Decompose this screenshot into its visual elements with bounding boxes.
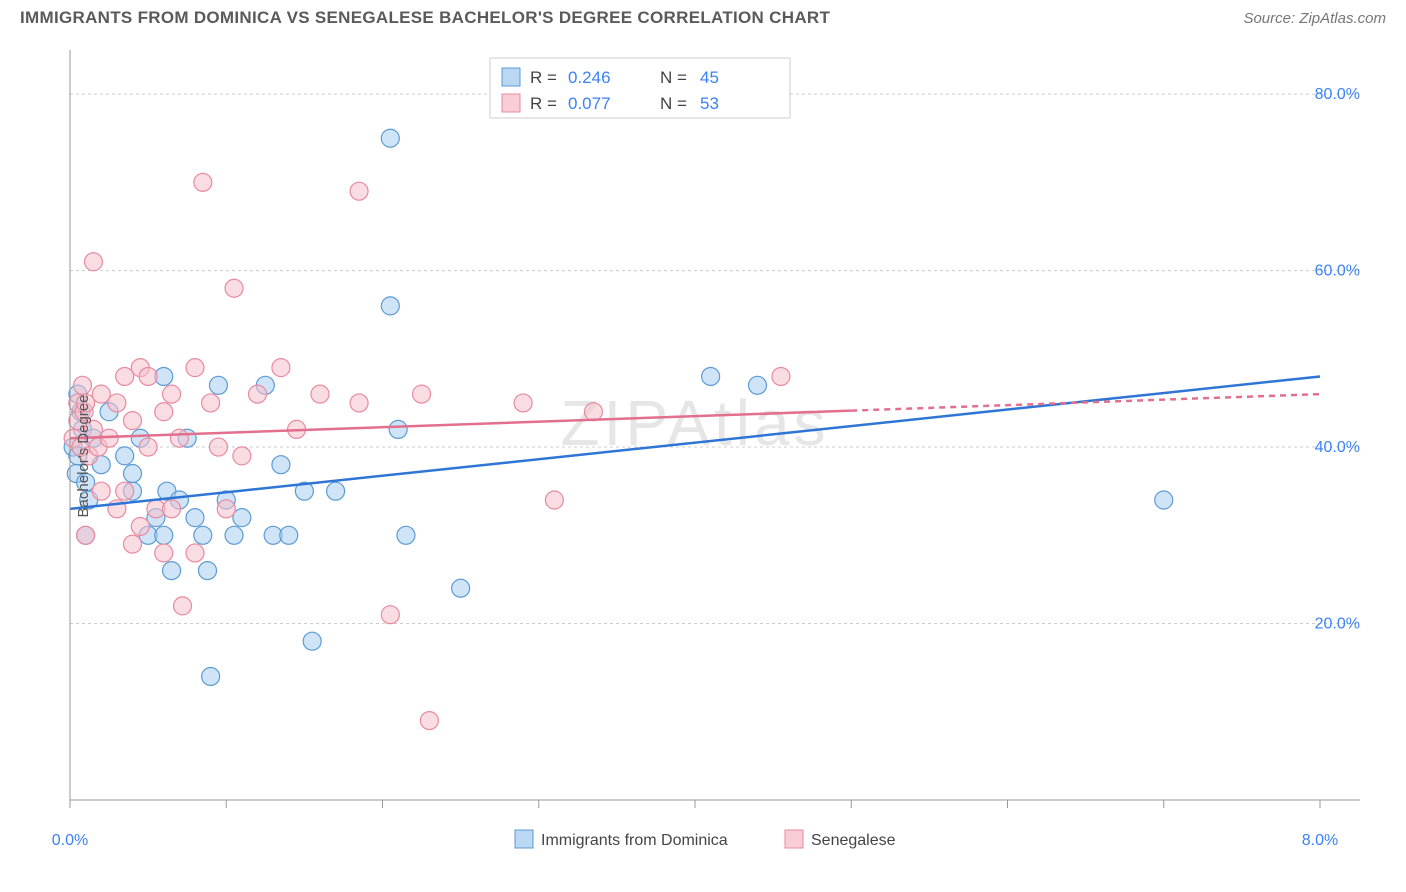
data-point [225, 279, 243, 297]
svg-text:53: 53 [700, 94, 719, 113]
svg-text:0.246: 0.246 [568, 68, 611, 87]
data-point [74, 376, 92, 394]
data-point [233, 447, 251, 465]
data-point [420, 712, 438, 730]
y-axis-label: Bachelor's Degree [75, 395, 92, 518]
data-point [584, 403, 602, 421]
data-point [545, 491, 563, 509]
data-point [413, 385, 431, 403]
svg-text:45: 45 [700, 68, 719, 87]
data-point [131, 517, 149, 535]
data-point [272, 456, 290, 474]
x-tick-label: 0.0% [52, 832, 88, 849]
data-point [749, 376, 767, 394]
data-point [155, 526, 173, 544]
data-point [155, 403, 173, 421]
data-point [163, 562, 181, 580]
svg-text:N =: N = [660, 94, 687, 113]
source-label: Source: ZipAtlas.com [1243, 10, 1386, 27]
data-point [209, 376, 227, 394]
data-point [186, 509, 204, 527]
data-point [116, 447, 134, 465]
data-point [327, 482, 345, 500]
data-point [772, 367, 790, 385]
chart-title: IMMIGRANTS FROM DOMINICA VS SENEGALESE B… [20, 8, 830, 28]
data-point [124, 535, 142, 553]
data-point [202, 394, 220, 412]
data-point [139, 367, 157, 385]
data-point [389, 420, 407, 438]
data-point [514, 394, 532, 412]
data-point [124, 465, 142, 483]
data-point [381, 297, 399, 315]
data-point [108, 394, 126, 412]
data-point [303, 632, 321, 650]
data-point [202, 667, 220, 685]
data-point [92, 482, 110, 500]
data-point [170, 429, 188, 447]
svg-text:R =: R = [530, 94, 557, 113]
data-point [124, 412, 142, 430]
data-point [225, 526, 243, 544]
y-tick-label: 60.0% [1315, 263, 1360, 280]
data-point [452, 579, 470, 597]
svg-text:N =: N = [660, 68, 687, 87]
data-point [186, 359, 204, 377]
legend-stats: R = 0.246 N = 45 R = 0.077 N = 53 [490, 58, 790, 118]
data-point [311, 385, 329, 403]
data-point [77, 526, 95, 544]
trend-line [851, 394, 1320, 411]
watermark: ZIPAtlas [560, 387, 829, 459]
legend-label: Senegalese [811, 832, 896, 849]
data-point [199, 562, 217, 580]
y-tick-label: 40.0% [1315, 439, 1360, 456]
data-point [139, 438, 157, 456]
scatter-chart: 20.0% 40.0% 60.0% 80.0% ZIPAtlas 0.0% 8.0% R = 0… [20, 40, 1386, 872]
legend-series: Immigrants from Dominica Senegalese [515, 830, 896, 849]
data-point [209, 438, 227, 456]
svg-text:0.077: 0.077 [568, 94, 611, 113]
data-point [186, 544, 204, 562]
chart-container: Bachelor's Degree 20.0% 40.0% 60.0% 80.0% ZI… [20, 40, 1386, 872]
y-tick-label: 20.0% [1315, 616, 1360, 633]
data-point [217, 500, 235, 518]
y-tick-label: 80.0% [1315, 86, 1360, 103]
data-point [350, 394, 368, 412]
data-point [233, 509, 251, 527]
data-point [249, 385, 267, 403]
data-point [194, 173, 212, 191]
data-point [381, 606, 399, 624]
data-point [397, 526, 415, 544]
data-point [163, 385, 181, 403]
legend-label: Immigrants from Dominica [541, 832, 728, 849]
data-point [174, 597, 192, 615]
data-point [92, 385, 110, 403]
data-point [702, 367, 720, 385]
data-point [272, 359, 290, 377]
data-point [194, 526, 212, 544]
data-point [1155, 491, 1173, 509]
data-point [116, 367, 134, 385]
data-point [84, 253, 102, 271]
data-point [163, 500, 181, 518]
data-point [381, 129, 399, 147]
x-tick-label: 8.0% [1302, 832, 1338, 849]
svg-text:R =: R = [530, 68, 557, 87]
data-point [280, 526, 298, 544]
data-point [116, 482, 134, 500]
data-point [350, 182, 368, 200]
data-point [155, 544, 173, 562]
